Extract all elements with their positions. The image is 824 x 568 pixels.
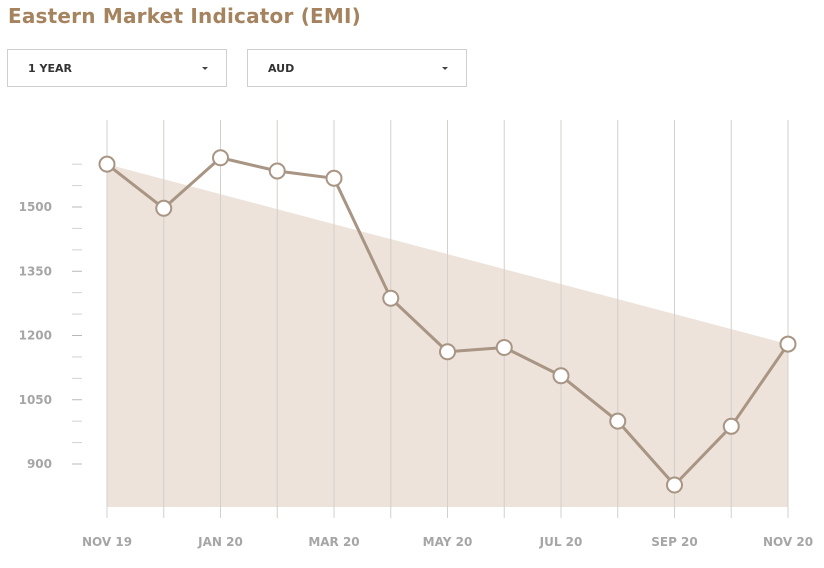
x-tick-label: JUL 20 [539,535,583,549]
y-tick-label: 1350 [19,264,52,278]
data-point-marker [552,367,570,385]
data-point-marker [439,343,456,361]
x-tick-label: JAN 20 [197,535,243,549]
data-point-marker [98,155,116,173]
data-point-marker [609,412,627,430]
data-point-marker [325,169,343,187]
data-point-marker [722,417,740,435]
x-tick-label: NOV 20 [763,535,813,549]
data-point-marker [268,162,286,180]
data-point-marker [155,199,173,217]
currency-select[interactable]: AUD [247,49,467,87]
period-select-value: 1 YEAR [28,62,72,75]
y-tick-label: 1050 [19,393,52,407]
data-point-marker [495,338,513,356]
data-point-marker [666,476,683,494]
x-tick-label: NOV 19 [82,535,132,549]
data-point-marker [382,289,400,307]
x-tick-label: SEP 20 [651,535,698,549]
y-tick-label: 1500 [19,200,52,214]
chevron-down-icon [442,67,448,70]
y-tick-label: 1200 [19,329,52,343]
data-point-marker [779,335,797,353]
currency-select-value: AUD [268,62,295,75]
data-point-marker [212,149,229,167]
period-select[interactable]: 1 YEAR [7,49,227,87]
page-title: Eastern Market Indicator (EMI) [8,4,361,28]
y-tick-label: 900 [27,457,52,471]
x-tick-label: MAY 20 [423,535,473,549]
x-tick-label: MAR 20 [308,535,359,549]
chevron-down-icon [202,67,208,70]
